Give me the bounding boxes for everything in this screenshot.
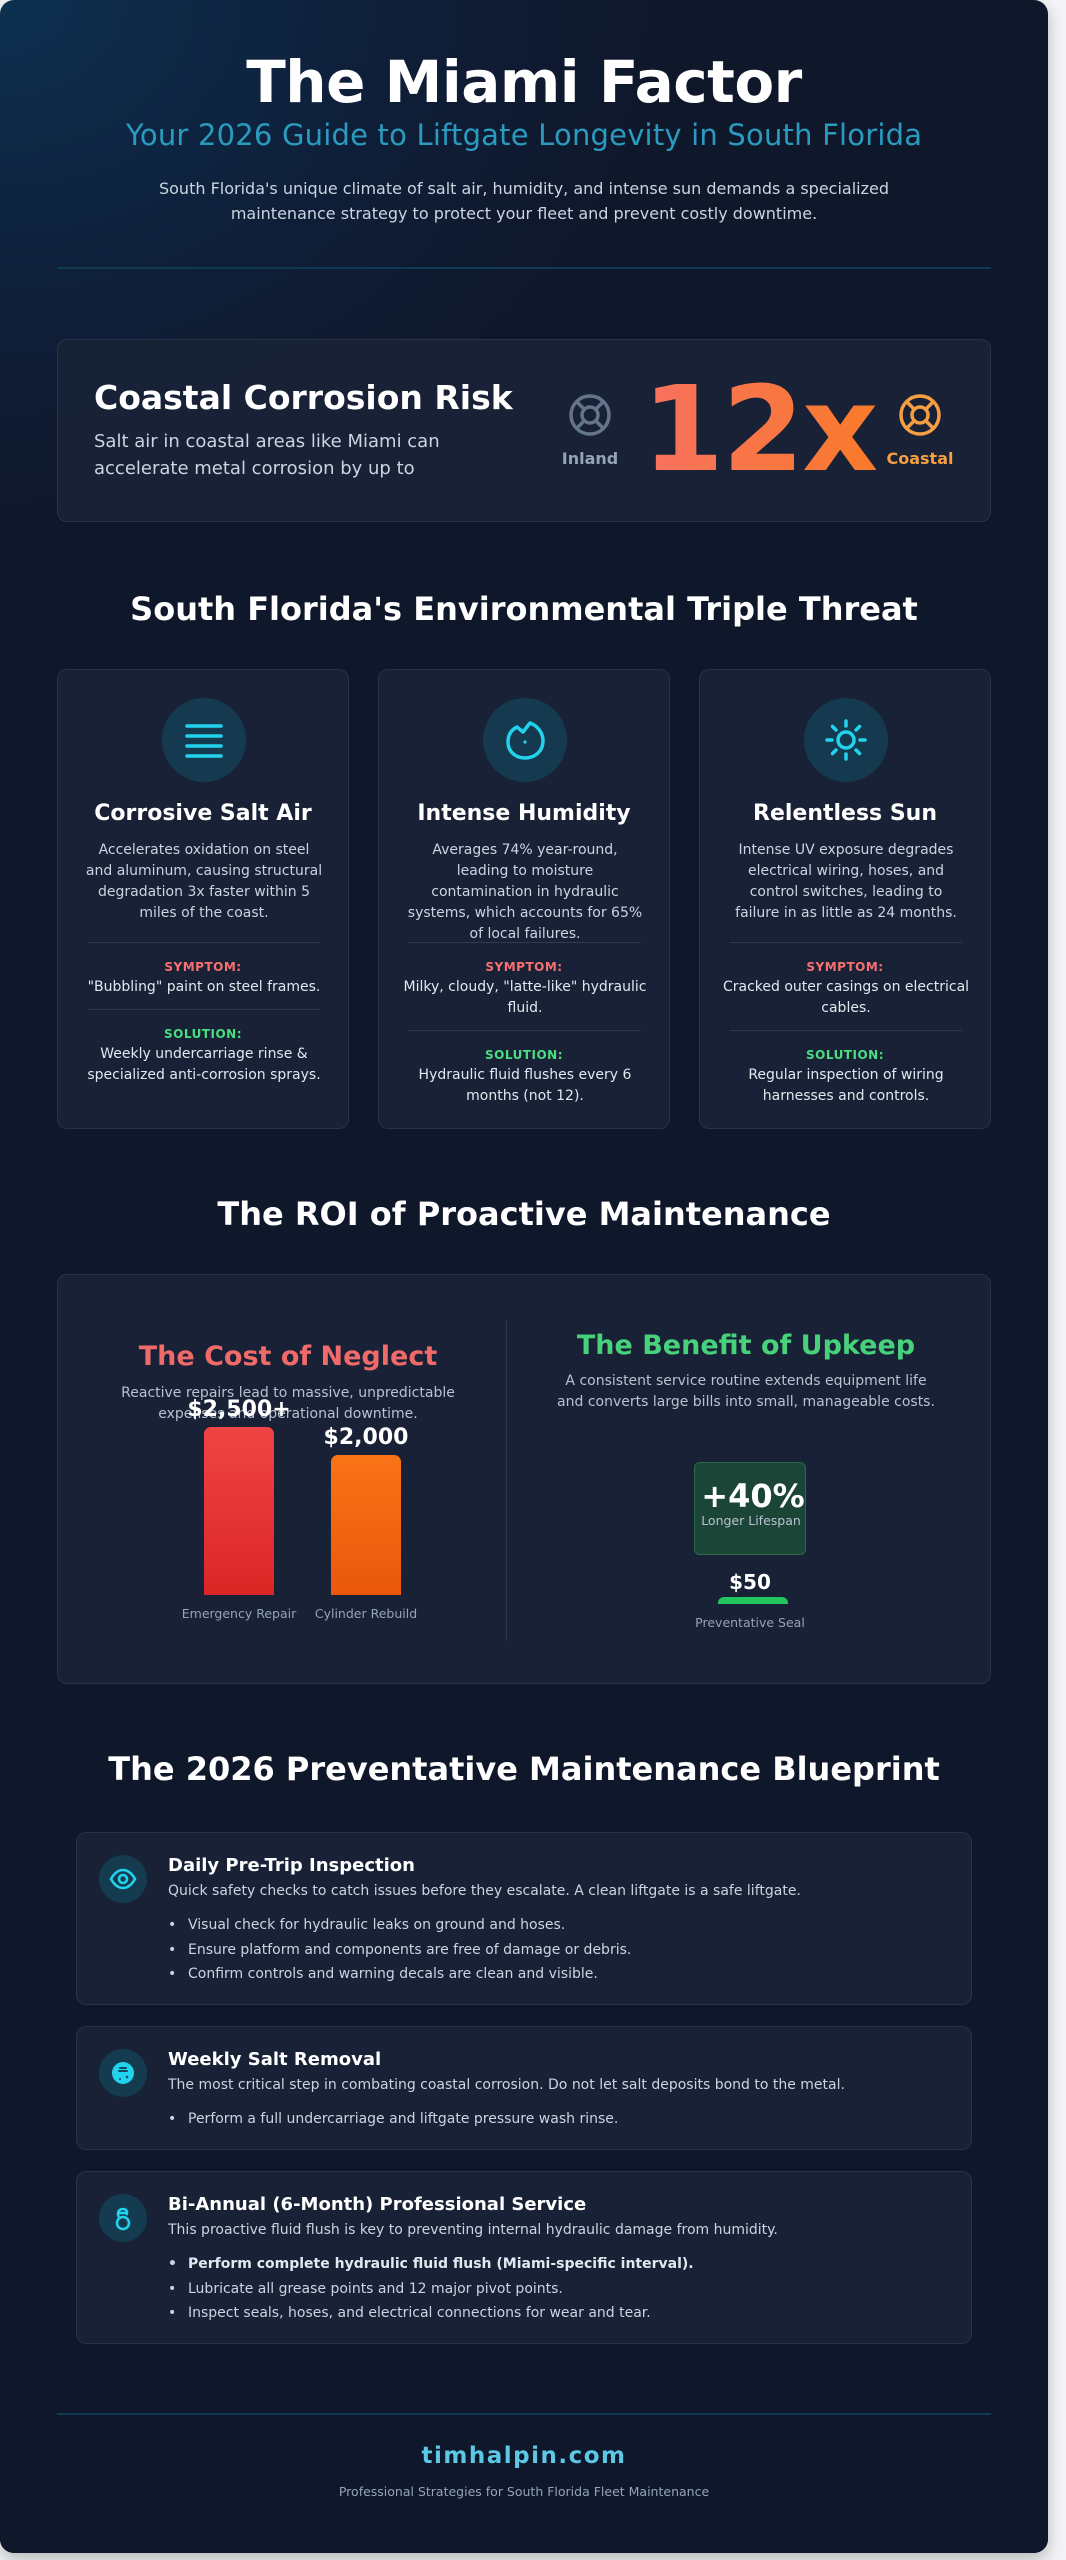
roi-divider: [506, 1321, 507, 1641]
roi-card: The Cost of Neglect Reactive repairs lea…: [57, 1274, 991, 1684]
bar-cylinder-rebuild: [331, 1455, 401, 1595]
life-ring-icon: [899, 394, 941, 436]
bar-label-emergency-repair: Emergency Repair: [181, 1606, 297, 1621]
task-list: Perform a full undercarriage and liftgat…: [168, 2107, 618, 2132]
life-ring-icon: [569, 394, 611, 436]
task-list: Visual check for hydraulic leaks on grou…: [168, 1913, 631, 1987]
inland-indicator: Inland: [562, 391, 618, 468]
solution-text: Weekly undercarriage rinse & specialized…: [87, 1046, 321, 1083]
soap-icon: [112, 2062, 134, 2084]
lifespan-value: +40%: [701, 1477, 805, 1515]
corrosion-risk-card: Coastal Corrosion Risk Salt air in coast…: [57, 339, 991, 522]
benefit-title: The Benefit of Upkeep: [576, 1330, 916, 1361]
intro-text: South Florida's unique climate of salt a…: [158, 179, 889, 223]
threat-description: Averages 74% year-round, leading to mois…: [407, 842, 643, 942]
bar-preventative-seal: [718, 1597, 788, 1604]
blueprint-description: This proactive fluid flush is key to pre…: [168, 2222, 778, 2238]
threat-description: Accelerates oxidation on steel and alumi…: [85, 842, 323, 921]
task-item: Visual check for hydraulic leaks on grou…: [168, 1913, 631, 1938]
coastal-indicator: Coastal: [887, 391, 953, 468]
lifespan-label: Longer Lifespan: [701, 1513, 801, 1528]
threat-description: Intense UV exposure degrades electrical …: [735, 842, 957, 921]
solution-label: SOLUTION:: [485, 1048, 563, 1062]
icon-badge: [99, 2049, 147, 2097]
task-item: Perform complete hydraulic fluid flush (…: [168, 2252, 694, 2277]
icon-badge: [99, 2194, 147, 2242]
blueprint-title: Bi-Annual (6-Month) Professional Service: [168, 2194, 587, 2215]
threat-card-humidity: Intense Humidity Averages 74% year-round…: [378, 669, 670, 1129]
page-subtitle: Your 2026 Guide to Liftgate Longevity in…: [125, 118, 923, 152]
footer-website-link[interactable]: timhalpin.com: [421, 2443, 627, 2469]
benefit-description: A consistent service routine extends equ…: [557, 1373, 935, 1410]
threat-title: Relentless Sun: [753, 801, 937, 826]
symptom-label: SYMPTOM:: [485, 960, 563, 974]
blueprint-item-weekly: Weekly Salt Removal The most critical st…: [76, 2026, 972, 2150]
divider: [88, 942, 320, 943]
task-item: Ensure platform and components are free …: [168, 1938, 631, 1963]
divider: [409, 942, 641, 943]
divider: [88, 1009, 320, 1010]
task-list: Perform complete hydraulic fluid flush (…: [168, 2252, 694, 2326]
header-divider: [57, 267, 991, 269]
droplet-icon: [506, 721, 545, 760]
bar-value-cylinder-rebuild: $2,000: [323, 1425, 409, 1450]
divider: [730, 1030, 962, 1031]
threat-card-salt-air: Corrosive Salt Air Accelerates oxidation…: [57, 669, 349, 1129]
roi-heading: The ROI of Proactive Maintenance: [217, 1195, 831, 1233]
task-item: Perform a full undercarriage and liftgat…: [168, 2107, 618, 2132]
icon-badge: [162, 698, 246, 782]
oil-can-icon: [115, 2207, 131, 2231]
threat-card-sun: Relentless Sun Intense UV exposure degra…: [699, 669, 991, 1129]
sun-icon: [825, 719, 867, 761]
icon-badge: [99, 1855, 147, 1903]
solution-label: SOLUTION:: [806, 1048, 884, 1062]
coastal-label: Coastal: [886, 449, 954, 468]
task-item: Inspect seals, hoses, and electrical con…: [168, 2301, 694, 2326]
threat-title: Intense Humidity: [417, 801, 631, 826]
footer-tagline: Professional Strategies for South Florid…: [338, 2484, 710, 2499]
blueprint-description: The most critical step in combating coas…: [168, 2077, 845, 2093]
task-item: Lubricate all grease points and 12 major…: [168, 2277, 694, 2302]
solution-text: Regular inspection of wiring harnesses a…: [748, 1067, 944, 1104]
corrosion-multiplier: 12x: [642, 360, 878, 498]
neglect-title: The Cost of Neglect: [138, 1341, 438, 1372]
symptom-text: Cracked outer casings on electrical cabl…: [722, 979, 970, 1016]
symptom-label: SYMPTOM:: [164, 960, 242, 974]
icon-badge: [804, 698, 888, 782]
threat-title: Corrosive Salt Air: [94, 801, 312, 826]
eye-icon: [109, 1868, 137, 1890]
threats-heading: South Florida's Environmental Triple Thr…: [130, 590, 918, 628]
page-title: The Miami Factor: [246, 48, 802, 116]
blueprint-title: Weekly Salt Removal: [168, 2049, 382, 2070]
lifespan-stat: +40% Longer Lifespan: [694, 1462, 806, 1555]
seal-label: Preventative Seal: [695, 1615, 805, 1630]
symptom-label: SYMPTOM:: [806, 960, 884, 974]
blueprint-title: Daily Pre-Trip Inspection: [168, 1855, 415, 1876]
seal-value: $50: [729, 1570, 771, 1594]
divider: [409, 1030, 641, 1031]
neglect-description: Reactive repairs lead to massive, unpred…: [121, 1385, 455, 1422]
blueprint-description: Quick safety checks to catch issues befo…: [168, 1883, 801, 1899]
corrosion-description: Salt air in coastal areas like Miami can…: [94, 431, 440, 479]
wind-lines-icon: [185, 724, 223, 758]
bar-emergency-repair: [204, 1427, 274, 1595]
bar-label-cylinder-rebuild: Cylinder Rebuild: [314, 1606, 418, 1621]
solution-text: Hydraulic fluid flushes every 6 months (…: [418, 1067, 632, 1104]
footer-divider: [57, 2413, 991, 2415]
symptom-text: Milky, cloudy, "latte-like" hydraulic fl…: [403, 979, 647, 1016]
task-item: Confirm controls and warning decals are …: [168, 1962, 631, 1987]
solution-label: SOLUTION:: [164, 1027, 242, 1041]
bar-value-emergency-repair: $2,500+: [187, 1397, 291, 1422]
inland-label: Inland: [561, 449, 619, 468]
blueprint-item-biannual: Bi-Annual (6-Month) Professional Service…: [76, 2171, 972, 2344]
divider: [730, 942, 962, 943]
corrosion-title: Coastal Corrosion Risk: [94, 378, 513, 417]
icon-badge: [483, 698, 567, 782]
blueprint-item-daily: Daily Pre-Trip Inspection Quick safety c…: [76, 1832, 972, 2005]
blueprint-heading: The 2026 Preventative Maintenance Bluepr…: [108, 1750, 940, 1788]
symptom-text: "Bubbling" paint on steel frames.: [87, 979, 321, 995]
